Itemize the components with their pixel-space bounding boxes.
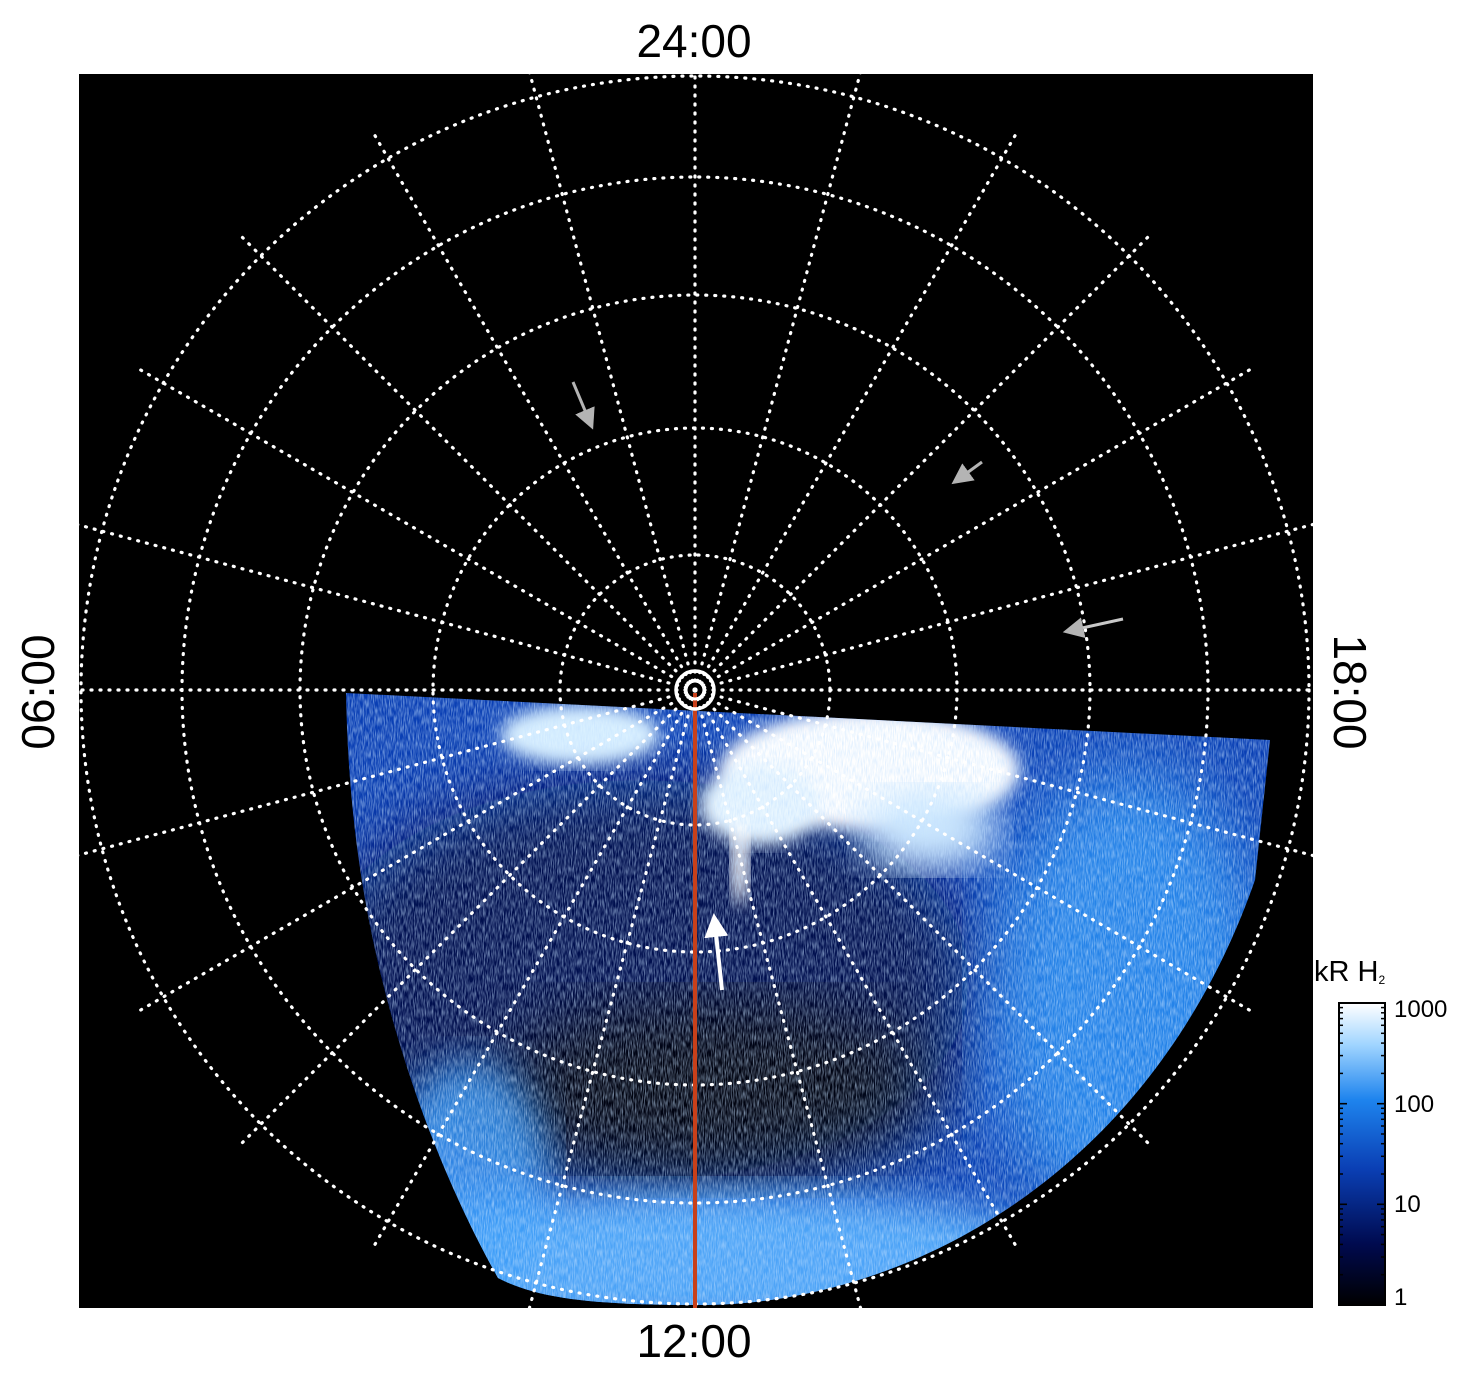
axis-label-top: 24:00 — [636, 15, 752, 67]
grid-meridian — [240, 688, 697, 1145]
axis-label-left: 06:00 — [12, 634, 64, 750]
grid-meridian — [693, 688, 863, 1308]
grid-meridian — [693, 134, 1017, 692]
grid-meridian — [693, 235, 1150, 692]
grid-meridian — [373, 688, 697, 1246]
grid-meridian — [240, 235, 697, 692]
colorbar-tick-label: 1 — [1394, 1284, 1408, 1311]
colorbar-tick-label: 1000 — [1394, 996, 1448, 1023]
grid-meridian — [693, 688, 1251, 1012]
grid-meridian — [527, 688, 697, 1308]
grid-meridian — [528, 74, 697, 692]
grid-meridian — [693, 688, 1017, 1246]
gray-arrow-icon — [951, 460, 983, 485]
colorbar-title: kR H2 — [1314, 956, 1386, 988]
grid-meridian — [693, 688, 1150, 1145]
colorbar-tick-label: 10 — [1394, 1191, 1421, 1218]
grid-meridian — [139, 368, 697, 692]
gray-arrow-icon — [1062, 617, 1124, 638]
grid-meridian — [693, 368, 1251, 692]
grid-meridian — [693, 688, 1313, 858]
colorbar-gradient — [1338, 1002, 1386, 1306]
grid-meridian — [693, 74, 862, 692]
white-arrow-icon — [704, 913, 729, 991]
colorbar — [1338, 1002, 1386, 1306]
grid-meridian — [139, 688, 697, 1012]
gray-arrow-icon — [571, 381, 595, 430]
pole-marker — [674, 669, 716, 711]
grid-meridian — [79, 523, 697, 692]
axis-label-bottom: 12:00 — [636, 1315, 752, 1367]
grid-meridian — [373, 134, 697, 692]
grid-meridian — [79, 688, 697, 857]
polar-grid — [79, 74, 1313, 1308]
grid-meridian — [693, 522, 1313, 692]
colorbar-tick-label: 100 — [1394, 1091, 1435, 1118]
axis-label-right: 18:00 — [1324, 634, 1376, 750]
